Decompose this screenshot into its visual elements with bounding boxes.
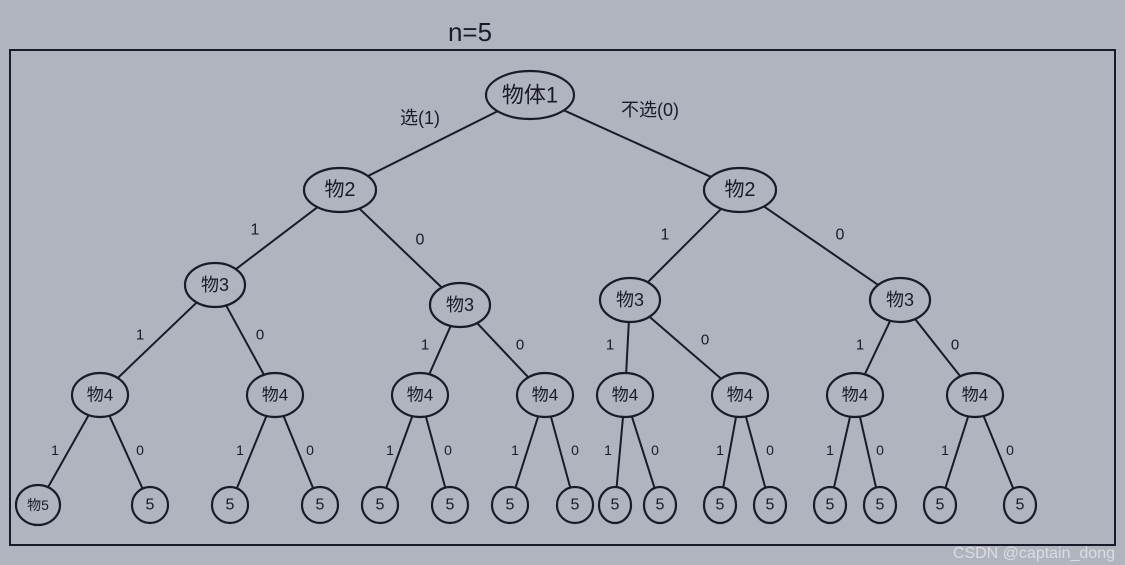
edge-label: 1 (386, 442, 394, 458)
node-label: 物2 (724, 178, 755, 201)
edge-label: 1 (136, 327, 144, 344)
node-label: 5 (506, 497, 515, 514)
node-label: 5 (571, 497, 580, 514)
node-label: 物体1 (502, 83, 558, 108)
edge-label: 0 (444, 442, 452, 458)
edge-label: 0 (136, 442, 144, 458)
node-label: 5 (376, 497, 385, 514)
edge-label: 1 (251, 222, 260, 239)
edge-label: 不选(0) (621, 100, 679, 120)
node-label: 物2 (324, 178, 355, 201)
edge-label: 0 (256, 327, 264, 344)
edge-label: 1 (51, 442, 59, 458)
node-label: 物3 (886, 290, 914, 310)
node-label: 5 (716, 497, 725, 514)
node-label: 物3 (616, 290, 644, 310)
edge-label: 1 (941, 442, 949, 458)
node-label: 物4 (962, 386, 988, 405)
edge-label: 1 (716, 442, 724, 458)
node-label: 物3 (201, 275, 229, 295)
node-label: 物4 (727, 386, 753, 405)
edge-label: 0 (651, 442, 659, 458)
edge-label: 0 (766, 442, 774, 458)
edge-label: 选(1) (400, 108, 440, 128)
node-label: 物4 (612, 386, 638, 405)
edge-label: 0 (836, 227, 845, 244)
node-label: 物4 (532, 386, 558, 405)
node-label: 5 (826, 497, 835, 514)
node-label: 5 (876, 497, 885, 514)
node-label: 5 (766, 497, 775, 514)
node-label: 5 (316, 497, 325, 514)
node-label: 5 (226, 497, 235, 514)
node-label: 5 (1016, 497, 1025, 514)
edge-label: 1 (421, 337, 429, 354)
node-label: 物4 (407, 386, 433, 405)
edge-label: 1 (511, 442, 519, 458)
tree-diagram: n=5 选(1) 不选(0) 1 0 1 0 1 0 1 0 1 0 1 0 1 0 1 0 1 0 1 0 1 0 1 0 1 0 1… (0, 0, 1125, 565)
node-label: 5 (446, 497, 455, 514)
edge-label: 1 (604, 442, 612, 458)
node-label: 物4 (87, 386, 113, 405)
node-label: 物5 (27, 497, 49, 513)
node-label: 物3 (446, 295, 474, 315)
node-label: 物4 (262, 386, 288, 405)
edge-label: 1 (236, 442, 244, 458)
edge-label: 0 (1006, 442, 1014, 458)
canvas-background (0, 0, 1125, 565)
edge-label: 1 (826, 442, 834, 458)
edge-label: 1 (661, 227, 670, 244)
edge-label: 0 (306, 442, 314, 458)
node-label: 5 (656, 497, 665, 514)
edge-label: 0 (701, 332, 709, 349)
title-text: n=5 (448, 17, 492, 47)
watermark-text: CSDN @captain_dong (953, 545, 1115, 562)
edge-label: 1 (856, 337, 864, 354)
edge-label: 1 (606, 337, 614, 354)
edge-label: 0 (571, 442, 579, 458)
node-label: 5 (936, 497, 945, 514)
edge-label: 0 (516, 337, 524, 354)
edge-label: 0 (416, 232, 425, 249)
node-label: 物4 (842, 386, 868, 405)
node-label: 5 (146, 497, 155, 514)
edge-label: 0 (876, 442, 884, 458)
edge-label: 0 (951, 337, 959, 354)
node-label: 5 (611, 497, 620, 514)
